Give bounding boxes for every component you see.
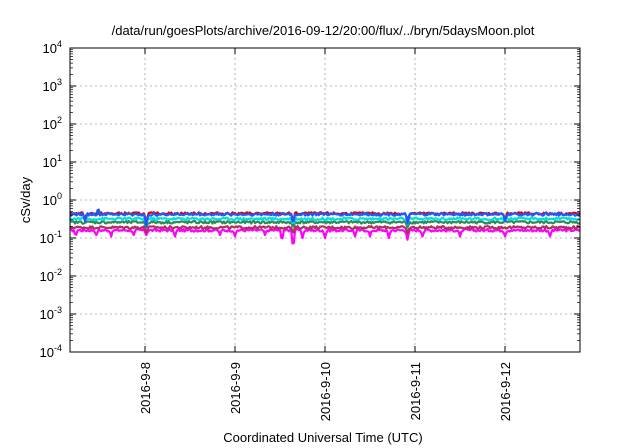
y-tick-label: 10-2 (40, 267, 62, 284)
chart-title: /data/run/goesPlots/archive/2016-09-12/2… (112, 23, 535, 38)
y-tick-label: 10-1 (40, 229, 62, 246)
y-axis-label: cSv/day (18, 176, 33, 223)
y-tick-labels: 10-4 10-3 10-2 10-1 100 101 102 103 104 (40, 39, 62, 360)
y-tick-label: 104 (43, 39, 62, 56)
x-tick-label: 2016-9-9 (228, 362, 243, 414)
x-tick-label: 2016-9-11 (408, 362, 423, 420)
x-tick-label: 2016-9-8 (138, 362, 153, 414)
series-line (70, 227, 581, 245)
y-tick-label: 101 (43, 153, 62, 170)
y-tick-label: 102 (43, 115, 62, 132)
x-tick-label: 2016-9-12 (498, 362, 513, 421)
series-line (69, 219, 581, 229)
y-tick-label: 100 (43, 191, 62, 208)
grid-lines (70, 48, 580, 352)
series-line (69, 208, 581, 228)
axis-ticks (70, 47, 580, 353)
y-tick-label: 103 (43, 77, 62, 94)
series-line (69, 225, 581, 235)
x-tick-labels: 2016-9-8 2016-9-9 2016-9-10 2016-9-11 2016-9… (138, 362, 513, 421)
series-line (69, 216, 581, 226)
x-axis-label: Coordinated Universal Time (UTC) (223, 430, 422, 445)
x-tick-label: 2016-9-10 (318, 362, 333, 421)
y-tick-label: 10-4 (40, 343, 62, 360)
y-tick-label: 10-3 (40, 305, 62, 322)
data-series (69, 208, 581, 245)
